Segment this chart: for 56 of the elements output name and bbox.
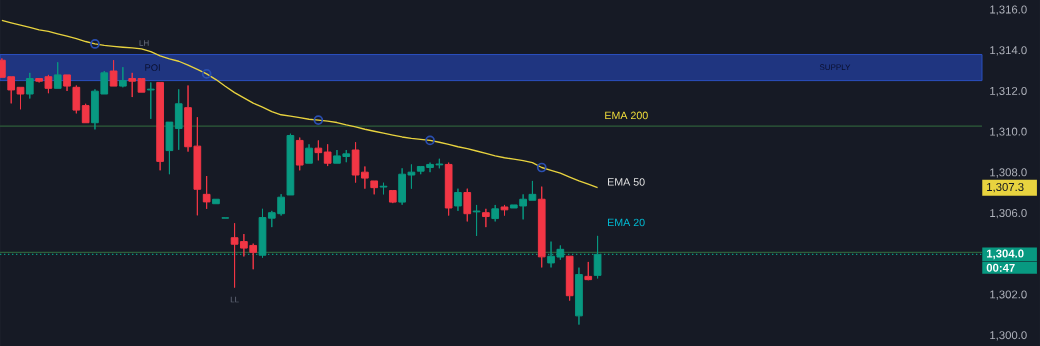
candlestick	[482, 208, 490, 228]
candlestick	[444, 162, 453, 217]
line-series	[1, 19, 599, 189]
candlestick	[500, 204, 509, 217]
candlestick	[575, 267, 583, 326]
candlestick	[463, 188, 472, 222]
y-tick-label: 1,308.0	[990, 168, 1027, 178]
annotation: LL	[230, 296, 239, 303]
candlestick	[165, 121, 174, 175]
text: 00:47	[986, 263, 1015, 272]
text: SUPPLY	[819, 64, 851, 70]
candlestick	[146, 81, 155, 120]
candlestick	[314, 139, 323, 161]
candlestick	[472, 204, 481, 237]
candlestick	[379, 182, 388, 195]
candlestick	[323, 143, 332, 167]
y-tick-label: 1,300.0	[990, 331, 1027, 341]
candlestick	[119, 66, 127, 88]
candlestick	[565, 255, 574, 302]
y-tick-label: 1,310.0	[990, 127, 1027, 137]
candlestick	[584, 261, 593, 281]
candlestick	[156, 81, 164, 171]
candlestick	[537, 186, 546, 268]
candlestick	[174, 88, 183, 151]
candlestick	[202, 175, 211, 210]
candlestick	[72, 84, 81, 114]
candlestick	[25, 72, 34, 99]
point	[201, 69, 212, 79]
candlestick	[491, 204, 500, 222]
candlestick	[388, 190, 397, 204]
candlestick	[212, 198, 220, 205]
ref-line-label: 1,304.0	[986, 249, 1024, 260]
y-tick-label: 1,316.0	[990, 5, 1027, 15]
band-label: POI	[145, 64, 160, 71]
text: EMA 200	[605, 111, 648, 120]
point	[425, 135, 435, 146]
candlestick	[286, 133, 295, 196]
point	[313, 115, 324, 125]
candlestick	[295, 137, 304, 171]
text: 1,307.3	[987, 182, 1024, 193]
y-tick-label: 1,312.0	[990, 86, 1027, 97]
candlestick	[370, 180, 379, 195]
candlestick	[109, 59, 118, 87]
candlestick	[81, 103, 90, 124]
y-tick-label: 1,314.0	[990, 46, 1027, 56]
point	[536, 162, 547, 173]
y-tick-label: 1,306.0	[990, 209, 1027, 219]
y-tick-label: 1,302.0	[990, 290, 1027, 300]
candlestick	[63, 74, 71, 92]
candlestick	[53, 61, 62, 89]
candlestick	[454, 188, 462, 212]
point	[90, 39, 100, 49]
text: EMA 20	[608, 218, 645, 227]
text: EMA 50	[608, 178, 645, 186]
annotation: LH	[139, 40, 149, 46]
candlestick	[305, 143, 313, 164]
